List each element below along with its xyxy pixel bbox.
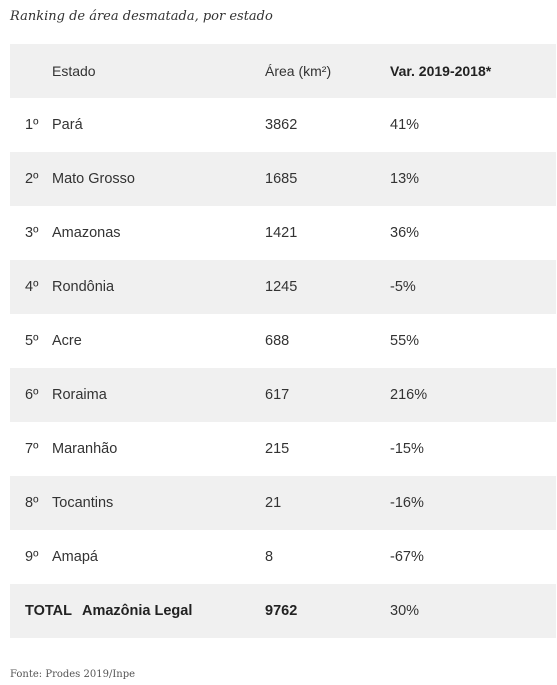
state-cell: Amazonas — [52, 225, 121, 241]
variation-cell: 13% — [390, 171, 420, 187]
state-cell: Mato Grosso — [52, 171, 135, 187]
table-row: 6º Roraima 617 216% — [10, 368, 556, 422]
ranking-table: Estado Área (km²) Var. 2019-2018* 1º Par… — [10, 44, 556, 638]
total-area: 9762 — [265, 603, 298, 619]
area-cell: 215 — [265, 441, 290, 457]
variation-cell: -5% — [390, 279, 416, 295]
area-cell: 21 — [265, 495, 282, 511]
area-cell: 8 — [265, 549, 274, 565]
rank-cell: 7º — [25, 441, 39, 457]
table-row: 4º Rondônia 1245 -5% — [10, 260, 556, 314]
column-header-area: Área (km²) — [265, 63, 332, 79]
area-cell: 617 — [265, 387, 290, 403]
table-row: 8º Tocantins 21 -16% — [10, 476, 556, 530]
rank-cell: 8º — [25, 495, 39, 511]
total-label: TOTAL — [25, 603, 72, 619]
rank-cell: 6º — [25, 387, 39, 403]
variation-cell: -16% — [390, 495, 424, 511]
area-cell: 688 — [265, 333, 290, 349]
table-row: 2º Mato Grosso 1685 13% — [10, 152, 556, 206]
source-note: Fonte: Prodes 2019/Inpe — [10, 669, 136, 680]
variation-cell: 41% — [390, 117, 420, 133]
table-header-row: Estado Área (km²) Var. 2019-2018* — [10, 44, 556, 98]
rank-cell: 9º — [25, 549, 39, 565]
area-cell: 1421 — [265, 225, 298, 241]
total-variation: 30% — [390, 603, 420, 619]
variation-cell: 36% — [390, 225, 420, 241]
column-header-variation: Var. 2019-2018* — [390, 63, 492, 79]
table-row: 1º Pará 3862 41% — [10, 98, 556, 152]
state-cell: Amapá — [52, 549, 98, 565]
table-total-row: TOTAL Amazônia Legal 9762 30% — [10, 584, 556, 638]
rank-cell: 4º — [25, 279, 39, 295]
table-row: 9º Amapá 8 -67% — [10, 530, 556, 584]
table-title: Ranking de área desmatada, por estado — [10, 9, 273, 24]
state-cell: Acre — [52, 333, 82, 349]
variation-cell: 216% — [390, 387, 428, 403]
area-cell: 1685 — [265, 171, 298, 187]
table-row: 7º Maranhão 215 -15% — [10, 422, 556, 476]
state-cell: Maranhão — [52, 441, 118, 457]
table-row: 5º Acre 688 55% — [10, 314, 556, 368]
rank-cell: 3º — [25, 225, 39, 241]
variation-cell: -67% — [390, 549, 424, 565]
variation-cell: 55% — [390, 333, 420, 349]
rank-cell: 5º — [25, 333, 39, 349]
total-state: Amazônia Legal — [82, 603, 193, 619]
area-cell: 3862 — [265, 117, 298, 133]
table-row: 3º Amazonas 1421 36% — [10, 206, 556, 260]
state-cell: Roraima — [52, 387, 107, 403]
variation-cell: -15% — [390, 441, 424, 457]
area-cell: 1245 — [265, 279, 298, 295]
rank-cell: 2º — [25, 171, 39, 187]
rank-cell: 1º — [25, 117, 39, 133]
state-cell: Pará — [52, 117, 83, 133]
state-cell: Tocantins — [52, 495, 114, 511]
column-header-state: Estado — [52, 63, 96, 79]
state-cell: Rondônia — [52, 279, 115, 295]
